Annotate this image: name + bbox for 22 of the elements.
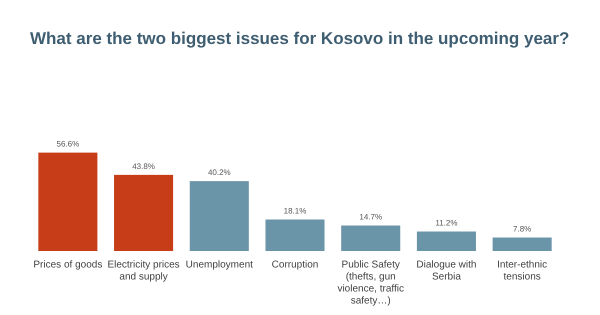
bar	[114, 174, 174, 251]
bar	[341, 225, 400, 251]
data-label: 56.6%	[56, 140, 80, 149]
x-tick-label: Public Safety (thefts, gun violence, traffic safety…)	[337, 260, 404, 306]
bar	[190, 181, 249, 251]
data-label: 7.8%	[513, 224, 532, 234]
x-tick-label: Prices of goods	[33, 260, 102, 270]
data-label: 18.1%	[284, 206, 306, 216]
bar	[38, 152, 98, 251]
x-tick-label: Corruption	[272, 260, 318, 270]
chart-title: What are the two biggest issues for Kosovo in the upcoming year?	[30, 29, 570, 48]
bar	[265, 220, 325, 251]
bar	[416, 232, 476, 251]
x-tick-label: Inter-ethnic tensions	[497, 260, 548, 282]
data-label: 14.7%	[359, 212, 382, 222]
x-tick-label: Electricity prices and supply	[107, 260, 180, 282]
data-label: 11.2%	[435, 218, 458, 228]
x-tick-label: Unemployment	[186, 260, 254, 270]
bar	[492, 237, 552, 251]
data-label: 43.8%	[132, 162, 155, 171]
data-label: 40.2%	[208, 168, 231, 178]
x-tick-label: Dialogue with Serbia	[416, 260, 476, 282]
